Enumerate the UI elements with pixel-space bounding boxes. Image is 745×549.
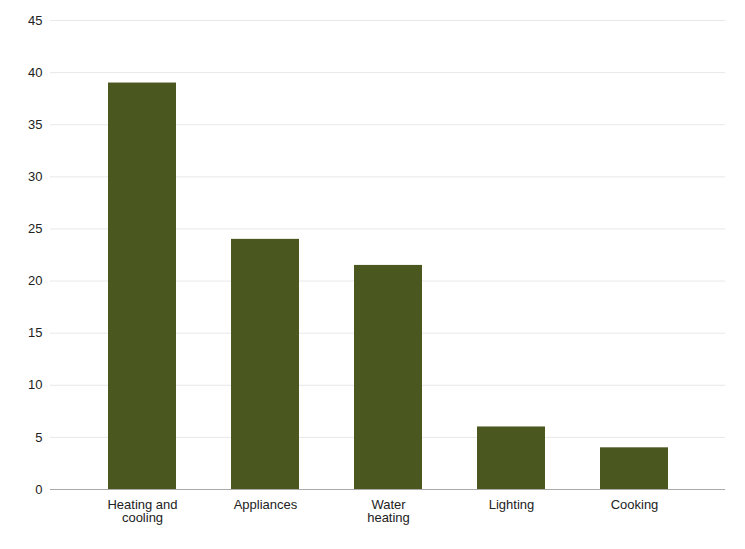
svg-text:0: 0 (35, 482, 42, 497)
svg-text:Lighting: Lighting (489, 497, 535, 512)
svg-text:20: 20 (28, 273, 42, 288)
svg-text:5: 5 (35, 430, 42, 445)
svg-text:35: 35 (28, 117, 42, 132)
svg-text:Heating andcooling: Heating andcooling (107, 497, 177, 525)
svg-text:Waterheating: Waterheating (367, 497, 410, 525)
svg-text:30: 30 (28, 169, 42, 184)
svg-text:15: 15 (28, 325, 42, 340)
svg-text:Cooking: Cooking (611, 497, 659, 512)
svg-text:Appliances: Appliances (234, 497, 298, 512)
svg-text:40: 40 (28, 65, 42, 80)
svg-text:45: 45 (28, 13, 42, 28)
svg-text:25: 25 (28, 221, 42, 236)
svg-text:10: 10 (28, 377, 42, 392)
